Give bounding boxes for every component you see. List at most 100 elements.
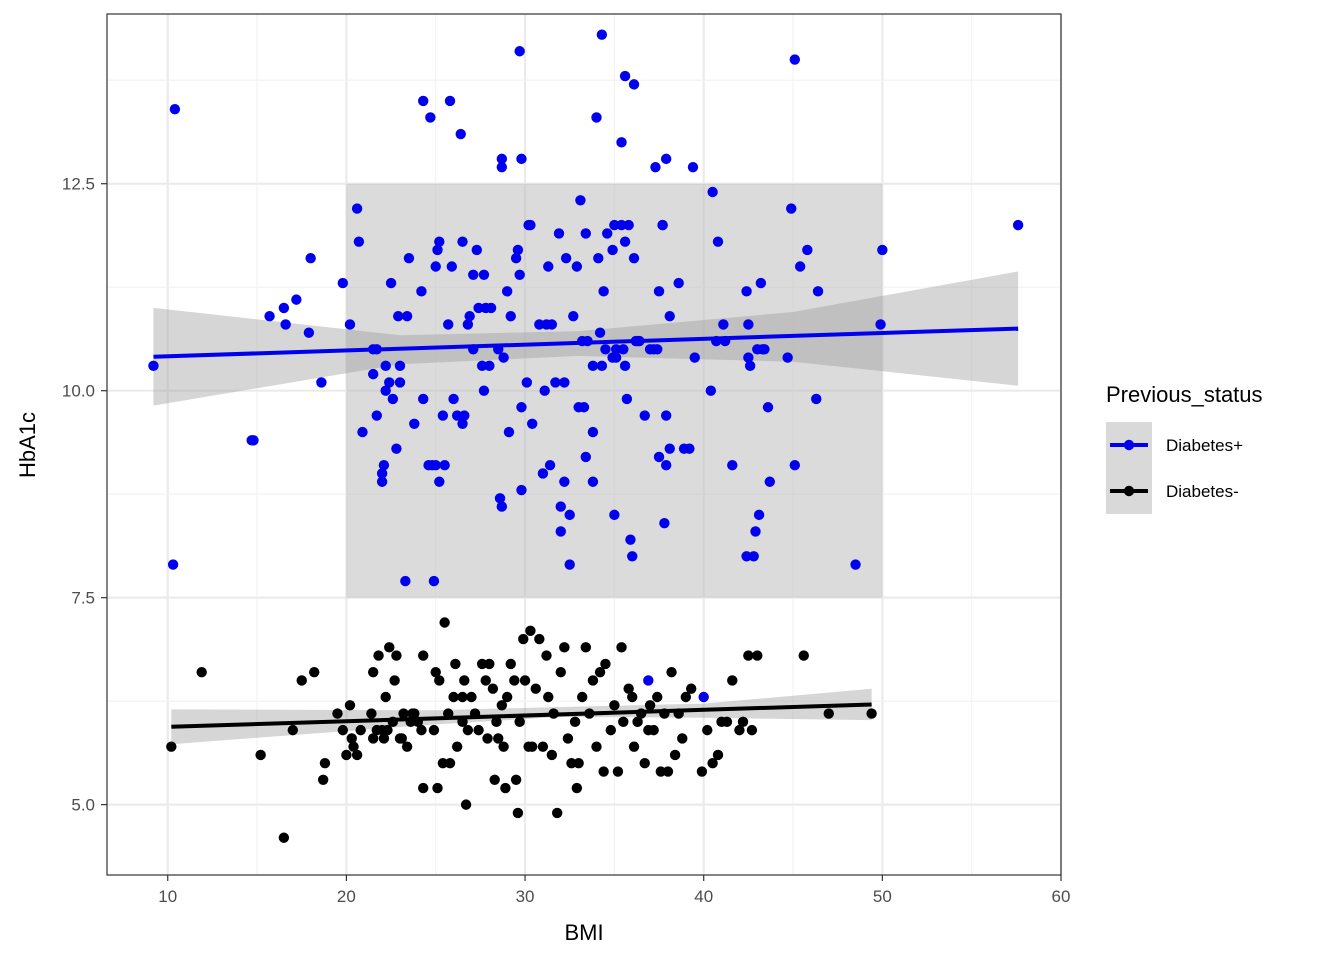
data-point-plus [496,161,508,173]
x-tick-label: 30 [516,887,535,906]
data-point-plus [376,476,388,487]
data-point-plus [432,244,443,256]
data-point-minus [367,666,379,678]
data-point-plus [539,385,550,396]
data-point-plus [371,410,382,421]
data-point-plus [384,377,395,388]
data-point-minus [473,724,484,736]
data-point-plus [169,104,181,115]
data-point-plus [594,327,606,338]
data-point-plus [394,377,406,388]
data-point-plus [401,310,413,322]
data-point-plus [564,509,575,521]
data-point-minus [391,650,402,661]
data-point-plus [762,402,774,413]
data-point-plus [544,459,556,471]
data-point-minus [466,691,477,703]
x-tick-label: 50 [873,887,892,906]
data-point-plus [619,236,631,247]
data-point-plus [400,575,411,587]
data-point-plus [514,46,525,57]
data-point-minus [337,724,349,736]
x-tick-label: 10 [158,887,177,906]
data-point-minus [537,741,549,752]
data-point-minus [255,749,266,761]
data-point-plus [660,153,672,165]
data-point-minus [644,700,656,711]
data-point-minus [623,683,634,694]
data-point-minus [669,749,681,761]
data-point-minus [577,691,588,703]
data-point-plus [580,451,591,463]
data-point-plus [559,377,570,388]
data-point-plus [446,261,457,272]
data-point-plus [759,344,770,355]
data-point-plus [473,302,484,314]
data-point-plus [503,426,515,438]
data-point-minus [616,642,627,653]
data-point-plus [607,244,618,256]
data-point-plus [652,344,663,355]
data-point-plus [496,153,508,165]
data-point-minus [366,708,377,719]
data-point-plus [305,253,316,264]
data-point-plus [553,228,565,239]
data-point-minus [580,642,591,653]
data-point-minus [355,724,366,736]
data-point-minus [562,733,574,744]
data-point-plus [619,70,631,82]
data-point-plus [498,352,509,363]
data-point-minus [505,658,516,670]
data-point-plus [610,352,622,363]
data-point-plus [741,551,752,562]
data-point-plus [802,244,813,256]
data-point-plus [673,277,684,289]
data-point-minus [287,724,298,736]
x-tick-label: 40 [694,887,713,906]
data-point-plus [689,352,700,363]
data-point-plus [303,327,315,338]
axis-ticks: 10 20 30 40 50 60 5.0 7.5 10.0 12.5 [62,175,1071,906]
data-point-plus [811,393,822,405]
data-point-minus [727,675,738,686]
data-point-plus [580,228,591,239]
data-point-minus [721,716,733,728]
x-tick-label: 60 [1052,887,1071,906]
data-point-plus [875,319,886,330]
data-point-plus [444,95,456,107]
data-point-plus [526,418,538,430]
data-point-plus [698,691,709,703]
data-point-plus [291,294,302,305]
data-point-plus [485,302,497,314]
data-point-plus [430,459,441,471]
data-point-plus [546,319,558,330]
data-point-minus [319,758,331,769]
data-point-plus [786,203,797,214]
data-point-plus [618,344,629,355]
data-point-plus [643,675,654,686]
data-point-plus [394,360,406,372]
data-point-plus [575,195,586,206]
data-point-plus [707,186,718,198]
data-point-minus [628,741,640,752]
data-point-plus [418,95,429,107]
data-point-plus [628,253,640,264]
data-point-plus [568,310,579,322]
data-point-plus [627,551,638,562]
data-point-minus [496,700,508,711]
data-point-minus [696,766,708,777]
data-point-plus [794,261,806,272]
data-point-plus [387,393,399,405]
data-point-plus [578,402,590,413]
data-point-minus [384,642,395,653]
data-point-minus [526,741,538,752]
data-point-minus [737,716,749,728]
data-point-plus [610,344,622,355]
data-point-plus [496,501,508,512]
data-point-minus [430,666,441,678]
data-point-minus [437,758,449,769]
data-point-plus [687,161,699,173]
data-point-plus [516,402,527,413]
data-point-plus [555,526,566,537]
